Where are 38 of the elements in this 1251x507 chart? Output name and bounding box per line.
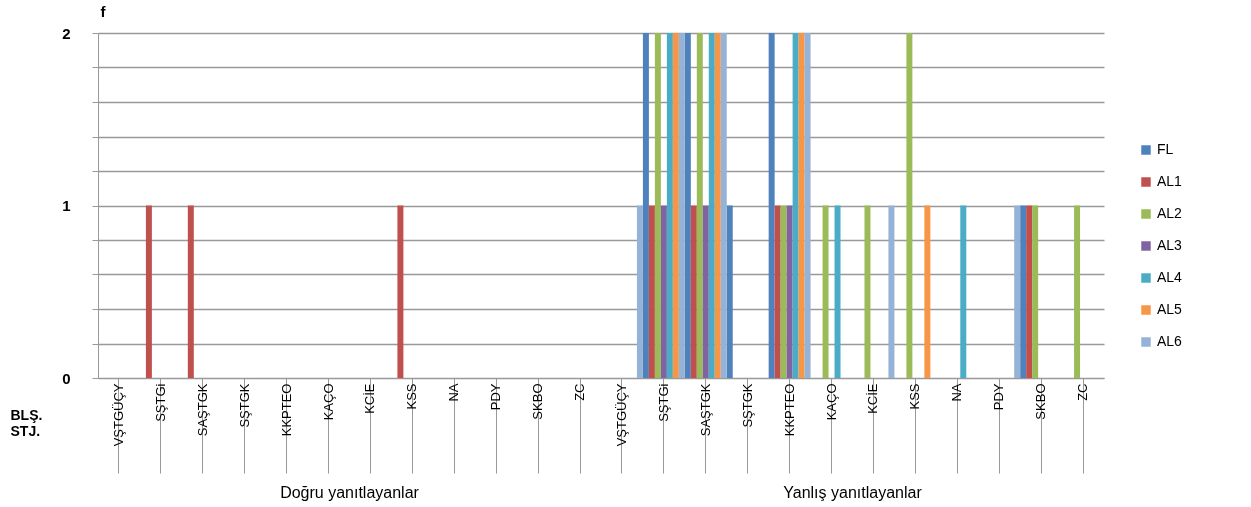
x-tick-label: SAŞTGK <box>697 383 713 437</box>
x-tick-label: VŞTGÜÇY <box>613 383 629 447</box>
x-tick-label: KCİE <box>362 383 378 414</box>
x-tick-label: ZC <box>572 383 588 401</box>
x-tick-label: SŞTGK <box>236 383 252 428</box>
x-tick-label: NA <box>446 383 462 402</box>
legend-label: AL6 <box>1157 333 1183 349</box>
x-tick-label: ZC <box>1075 383 1091 401</box>
legend-label: AL1 <box>1157 173 1183 189</box>
x-tick-label: VŞTGÜÇY <box>110 383 126 447</box>
legend-label: AL5 <box>1157 301 1183 317</box>
x-tick-label: SAŞTGK <box>194 383 210 437</box>
legend-label: AL4 <box>1157 269 1183 285</box>
x-tick-label: SŞTGi <box>152 383 168 422</box>
x-tick-label: NA <box>949 383 965 402</box>
text: Doğru yanıtlayanlar <box>280 484 420 501</box>
x-axis-title: BLŞ. STJ. <box>10 406 43 439</box>
x-tick-label: KSS <box>404 383 420 410</box>
legend-label: FL <box>1157 141 1174 157</box>
x-tick-label: SŞTGi <box>655 383 671 422</box>
x-tick-label: KCİE <box>865 383 881 414</box>
x-tick-label: KSS <box>907 383 923 410</box>
y-tick-label: 2 <box>62 24 71 42</box>
y-tick-label: 0 <box>62 369 71 387</box>
x-tick-label: KKPTEO <box>278 383 294 437</box>
y-tick-label: 1 <box>62 197 71 214</box>
x-tick-label: SKBO <box>530 383 546 420</box>
y-axis-title: f <box>100 2 107 20</box>
text: Yanlış yanıtlayanlar <box>783 484 923 501</box>
legend-label: AL2 <box>1157 205 1183 221</box>
legend-label: AL3 <box>1157 237 1183 253</box>
x-tick-label: SŞTGK <box>739 383 755 428</box>
x-tick-label: KAÇO <box>823 383 839 421</box>
x-tick-label: KKPTEO <box>781 383 797 437</box>
x-tick-label: SKBO <box>1033 383 1049 420</box>
x-tick-label: PDY <box>991 383 1007 411</box>
x-tick-label: KAÇO <box>320 383 336 421</box>
x-tick-label: PDY <box>488 383 504 411</box>
